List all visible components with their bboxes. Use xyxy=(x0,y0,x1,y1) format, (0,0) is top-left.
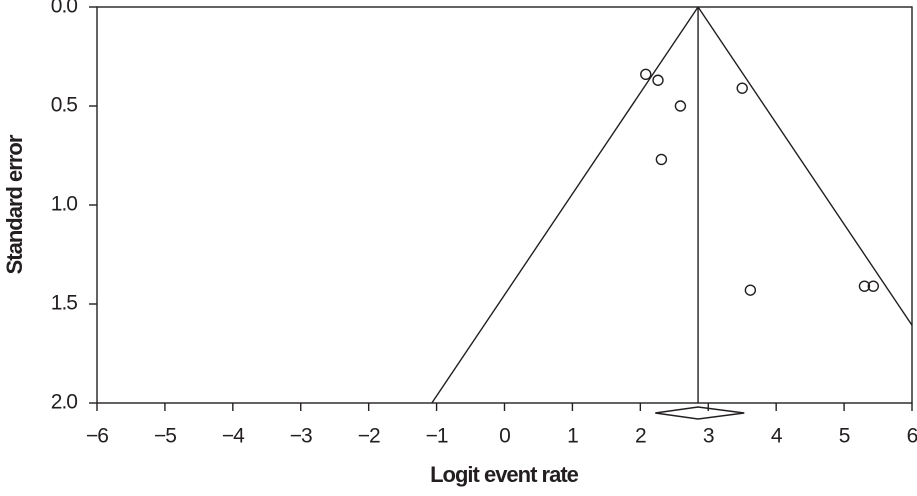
x-tick-label: 1 xyxy=(567,425,578,448)
x-tick-label: 4 xyxy=(771,425,783,448)
y-tick-label: 1.5 xyxy=(51,292,78,315)
x-tick-label: −2 xyxy=(358,425,380,448)
y-tick-label: 2.0 xyxy=(51,391,78,414)
x-tick-label: 3 xyxy=(703,425,714,448)
y-tick-label: 0.5 xyxy=(51,94,78,117)
study-point xyxy=(640,68,652,81)
study-point xyxy=(744,284,757,296)
x-tick-label: −3 xyxy=(290,425,312,448)
y-tick-label: 1.0 xyxy=(51,193,78,216)
study-point xyxy=(652,74,664,86)
x-tick-label: 6 xyxy=(907,425,917,448)
x-tick-label: 5 xyxy=(839,425,850,448)
study-point xyxy=(674,100,687,112)
x-axis-title: Logit event rate xyxy=(430,462,579,487)
x-tick-label: 0 xyxy=(499,425,510,448)
study-point xyxy=(736,82,748,94)
x-tick-label: −6 xyxy=(86,425,108,448)
x-tick-label: −1 xyxy=(426,425,448,448)
plot-frame xyxy=(96,6,913,404)
plot-area xyxy=(431,7,912,403)
x-tick-label: −5 xyxy=(154,425,176,448)
study-point xyxy=(867,280,879,292)
x-tick-label: −4 xyxy=(222,425,245,448)
study-point xyxy=(655,153,668,166)
y-tick-label: 0.0 xyxy=(51,0,78,18)
study-point xyxy=(858,280,871,292)
funnel-limits xyxy=(431,7,912,403)
summary-diamond xyxy=(655,406,745,420)
x-tick-label: 2 xyxy=(635,425,646,448)
y-axis-title: Standard error xyxy=(2,134,27,274)
